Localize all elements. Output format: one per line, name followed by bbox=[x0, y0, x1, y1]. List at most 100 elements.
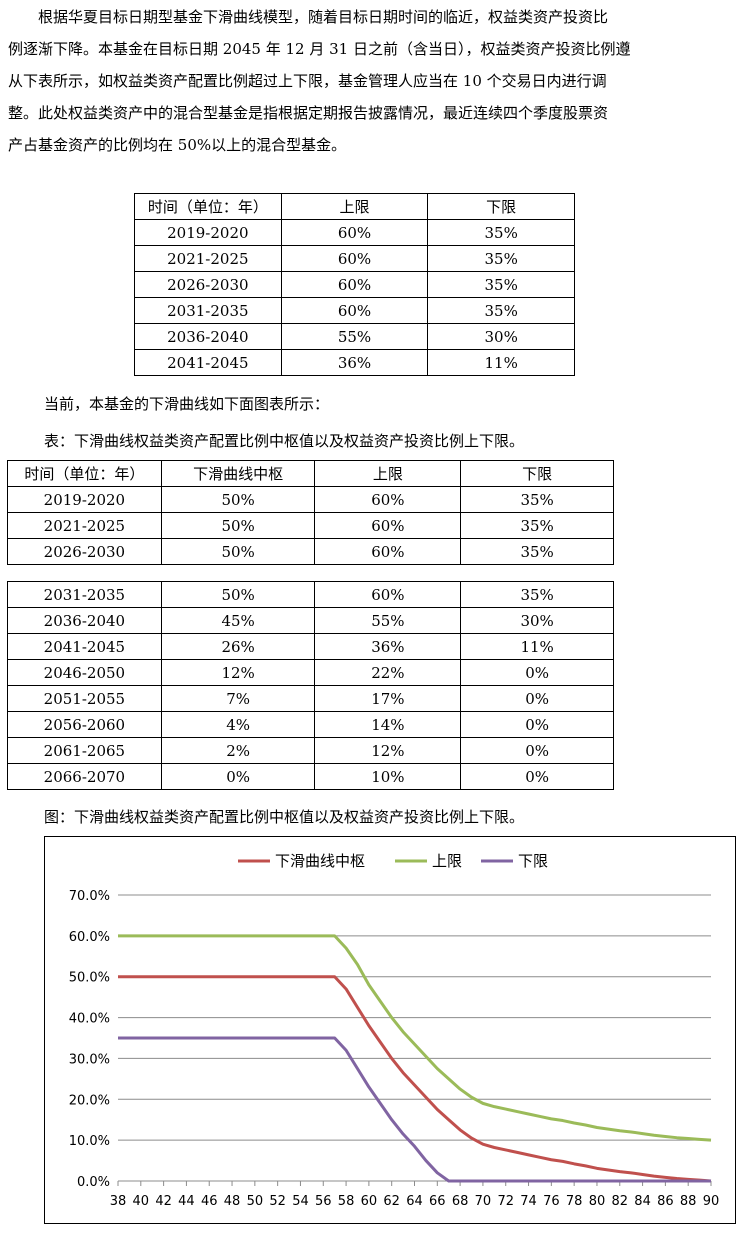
x-tick-label: 50 bbox=[247, 1194, 264, 1209]
x-tick-label: 62 bbox=[383, 1194, 400, 1209]
table-cell: 60% bbox=[314, 581, 462, 608]
table-header-cell: 下滑曲线中枢 bbox=[160, 460, 316, 487]
x-tick-label: 64 bbox=[406, 1194, 423, 1209]
x-tick-label: 88 bbox=[680, 1194, 697, 1209]
table-row: 2026-2030 50% 60% 35% bbox=[7, 538, 614, 565]
x-tick-label: 72 bbox=[497, 1194, 514, 1209]
table-cell: 0% bbox=[460, 711, 614, 738]
table-cell: 45% bbox=[160, 607, 316, 634]
x-tick-label: 76 bbox=[543, 1194, 560, 1209]
x-tick-label: 58 bbox=[338, 1194, 355, 1209]
table-cell: 36% bbox=[314, 633, 462, 660]
table-cell: 2026-2030 bbox=[7, 538, 162, 565]
table-cell: 36% bbox=[280, 349, 429, 376]
table-cell: 35% bbox=[427, 297, 575, 324]
table-caption: 表：下滑曲线权益类资产配置比例中枢值以及权益资产投资比例上下限。 bbox=[44, 432, 525, 450]
table-row: 2066-2070 0% 10% 0% bbox=[7, 763, 614, 790]
series-line-2 bbox=[118, 934, 712, 1142]
table-cell: 35% bbox=[460, 538, 614, 565]
intro-line: 产占基金资产的比例均在 50%以上的混合型基金。 bbox=[8, 136, 347, 154]
table-row: 2019-2020 60% 35% bbox=[134, 219, 575, 246]
table-row: 2031-2035 60% 35% bbox=[134, 297, 575, 324]
x-tick-label: 38 bbox=[110, 1194, 127, 1209]
table-row: 2036-2040 45% 55% 30% bbox=[7, 607, 614, 634]
x-tick-label: 78 bbox=[566, 1194, 583, 1209]
table-cell: 30% bbox=[460, 607, 614, 634]
current-text: 当前，本基金的下滑曲线如下面图表所示： bbox=[44, 395, 330, 413]
table-header-cell: 时间（单位：年） bbox=[7, 460, 162, 487]
table-cell: 7% bbox=[160, 685, 316, 712]
x-tick-label: 46 bbox=[201, 1194, 218, 1209]
table-cell: 12% bbox=[160, 659, 316, 686]
table-cell: 26% bbox=[160, 633, 316, 660]
intro-line: 例逐渐下降。本基金在目标日期 2045 年 12 月 31 日之前（含当日），权… bbox=[8, 40, 631, 58]
series-line-1 bbox=[118, 975, 712, 1183]
y-tick-label: 60.0% bbox=[69, 930, 110, 945]
x-tick-label: 86 bbox=[657, 1194, 674, 1209]
x-tick-label: 42 bbox=[155, 1194, 172, 1209]
table-row: 2041-2045 26% 36% 11% bbox=[7, 633, 614, 660]
table-row: 2046-2050 12% 22% 0% bbox=[7, 659, 614, 686]
table-row: 2021-2025 50% 60% 35% bbox=[7, 512, 614, 539]
table-cell: 60% bbox=[314, 486, 462, 513]
table-cell: 0% bbox=[460, 763, 614, 790]
y-tick-label: 50.0% bbox=[69, 971, 110, 986]
table-cell: 2041-2045 bbox=[7, 633, 162, 660]
y-tick-label: 10.0% bbox=[69, 1134, 110, 1149]
table-cell: 2% bbox=[160, 737, 316, 764]
table-cell: 0% bbox=[460, 685, 614, 712]
table-row: 2051-2055 7% 17% 0% bbox=[7, 685, 614, 712]
table-cell: 0% bbox=[460, 659, 614, 686]
x-tick-label: 74 bbox=[520, 1194, 537, 1209]
table-cell: 60% bbox=[280, 297, 429, 324]
table-header-cell: 下限 bbox=[427, 193, 575, 220]
intro-line: 整。此处权益类资产中的混合型基金是指根据定期报告披露情况，最近连续四个季度股票资 bbox=[8, 104, 609, 122]
table-cell: 60% bbox=[314, 512, 462, 539]
y-tick-label: 40.0% bbox=[69, 1012, 110, 1027]
intro-paragraph: 根据华夏目标日期型基金下滑曲线模型，随着目标日期时间的临近，权益类资产投资比 例… bbox=[8, 1, 738, 161]
table-cell: 4% bbox=[160, 711, 316, 738]
y-tick-label: 20.0% bbox=[69, 1093, 110, 1108]
table-cell: 12% bbox=[314, 737, 462, 764]
x-tick-label: 40 bbox=[133, 1194, 150, 1209]
table-cell: 2041-2045 bbox=[134, 349, 282, 376]
table-cell: 50% bbox=[160, 512, 316, 539]
table-cell: 50% bbox=[160, 581, 316, 608]
table-cell: 55% bbox=[280, 323, 429, 350]
table-cell: 11% bbox=[427, 349, 575, 376]
intro-line: 根据华夏目标日期型基金下滑曲线模型，随着目标日期时间的临近，权益类资产投资比 bbox=[38, 8, 609, 26]
table-cell: 55% bbox=[314, 607, 462, 634]
y-tick-label: 70.0% bbox=[69, 889, 110, 904]
table-cell: 30% bbox=[427, 323, 575, 350]
table-cell: 2036-2040 bbox=[134, 323, 282, 350]
table-cell: 2036-2040 bbox=[7, 607, 162, 634]
table-row: 2056-2060 4% 14% 0% bbox=[7, 711, 614, 738]
table-cell: 11% bbox=[460, 633, 614, 660]
table-header-cell: 上限 bbox=[314, 460, 462, 487]
x-tick-label: 44 bbox=[178, 1194, 195, 1209]
table-cell: 14% bbox=[314, 711, 462, 738]
table-row: 2036-2040 55% 30% bbox=[134, 323, 575, 350]
table-cell: 35% bbox=[460, 512, 614, 539]
table-cell: 50% bbox=[160, 538, 316, 565]
table-cell: 2026-2030 bbox=[134, 271, 282, 298]
x-tick-label: 82 bbox=[611, 1194, 628, 1209]
table-cell: 60% bbox=[280, 219, 429, 246]
table-cell: 2021-2025 bbox=[134, 245, 282, 272]
table-header-cell: 时间（单位：年） bbox=[134, 193, 282, 220]
x-tick-label: 84 bbox=[634, 1194, 651, 1209]
table-cell: 0% bbox=[460, 737, 614, 764]
table-cell: 60% bbox=[280, 271, 429, 298]
glide-table-part1: 时间（单位：年） 下滑曲线中枢 上限 下限 2019-2020 50% 60% 35%… bbox=[7, 460, 614, 565]
table-header-cell: 下限 bbox=[460, 460, 614, 487]
x-tick-label: 90 bbox=[703, 1194, 720, 1209]
table-cell: 35% bbox=[427, 219, 575, 246]
glide-table-part2: 2031-2035 50% 60% 35% 2036-2040 45% 55% 30% 20… bbox=[7, 581, 614, 790]
limits-table: 时间（单位：年） 上限 下限 2019-2020 60% 35% 2021-2025… bbox=[134, 193, 575, 376]
table-row: 2021-2025 60% 35% bbox=[134, 245, 575, 272]
table-cell: 60% bbox=[314, 538, 462, 565]
y-tick-label: 0.0% bbox=[77, 1175, 110, 1190]
table-cell: 35% bbox=[460, 486, 614, 513]
table-cell: 17% bbox=[314, 685, 462, 712]
legend-label: 上限 bbox=[432, 852, 462, 870]
